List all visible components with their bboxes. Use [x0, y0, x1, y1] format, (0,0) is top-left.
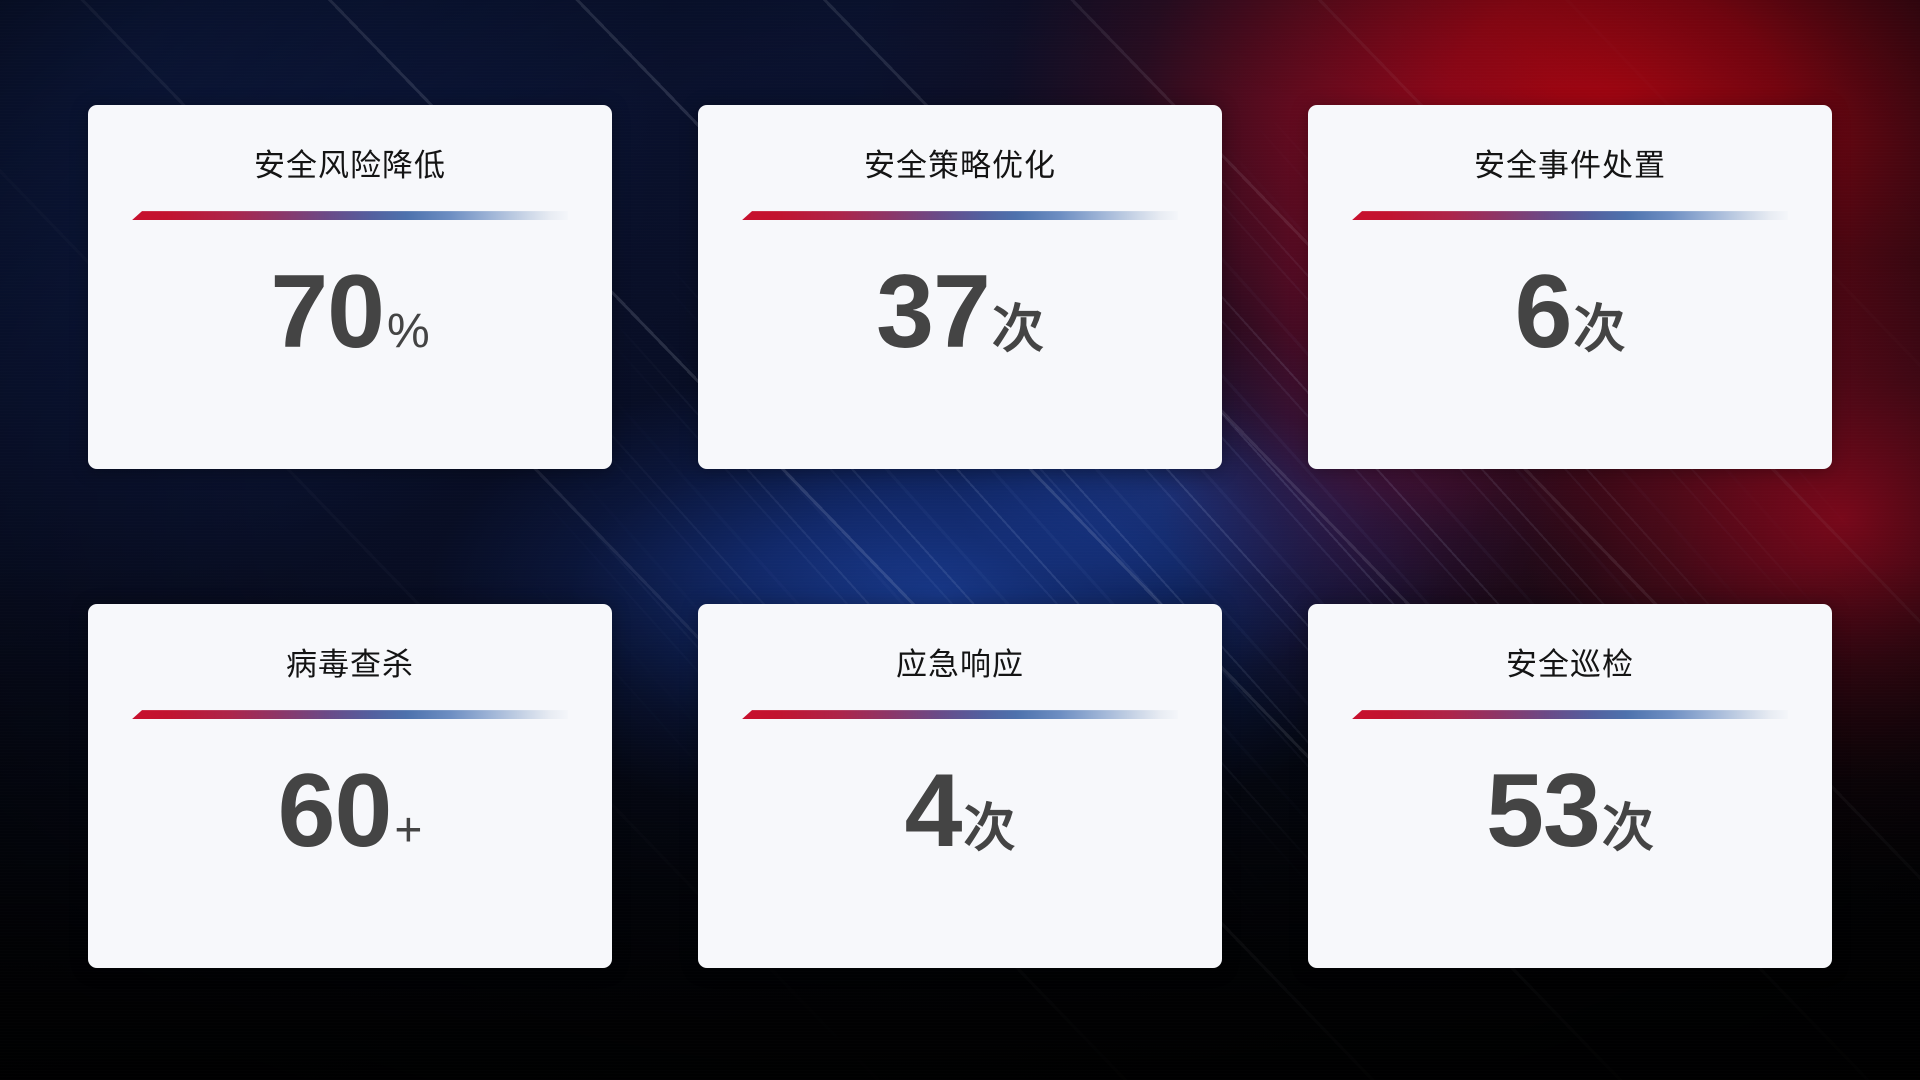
- stat-card-accent-rule: [1352, 211, 1788, 221]
- stat-card-accent-rule: [132, 710, 568, 720]
- stat-card[interactable]: 安全事件处置 6 次: [1308, 105, 1832, 469]
- stat-card[interactable]: 病毒查杀 60 +: [88, 604, 612, 968]
- stat-card-title: 安全巡检: [1506, 647, 1634, 682]
- stat-card-suffix: +: [394, 804, 423, 858]
- stat-card[interactable]: 应急响应 4 次: [698, 604, 1222, 968]
- stat-card-number: 6: [1514, 254, 1573, 371]
- stat-card-suffix: 次: [1573, 301, 1626, 360]
- stat-card-accent-rule: [742, 710, 1178, 720]
- stat-card-number: 60: [277, 753, 393, 870]
- stat-card-title: 安全策略优化: [864, 148, 1056, 183]
- stat-card-accent-rule: [742, 211, 1178, 221]
- stat-card-suffix: %: [387, 305, 430, 359]
- stat-card-value: 53 次: [1486, 759, 1654, 863]
- stat-card[interactable]: 安全策略优化 37 次: [698, 105, 1222, 469]
- stat-card-accent-rule: [1352, 710, 1788, 720]
- stat-card[interactable]: 安全巡检 53 次: [1308, 604, 1832, 968]
- stat-card-grid: 安全风险降低 70% 安全策略优化 37 次安全事件处置 6 次病毒查杀 60 + 应急响应 4 次安…: [88, 105, 1832, 968]
- stat-card-title: 安全事件处置: [1474, 148, 1666, 183]
- stat-card-number: 37: [876, 254, 991, 371]
- stat-card-number: 4: [904, 753, 963, 870]
- stat-card-number: 53: [1486, 753, 1601, 870]
- stat-card-value: 60 +: [278, 759, 423, 863]
- stat-card-value: 37 次: [876, 260, 1044, 364]
- stat-card[interactable]: 安全风险降低 70%: [88, 105, 612, 469]
- stat-card-suffix: 次: [963, 800, 1016, 859]
- stat-card-suffix: 次: [1601, 800, 1654, 859]
- stat-card-title: 病毒查杀: [286, 647, 414, 682]
- stat-card-accent-rule: [132, 211, 568, 221]
- stat-card-suffix: 次: [991, 301, 1044, 360]
- stat-card-title: 应急响应: [896, 647, 1024, 682]
- stat-card-number: 70: [270, 254, 385, 371]
- stat-card-title: 安全风险降低: [254, 148, 446, 183]
- stat-card-value: 70%: [270, 260, 429, 364]
